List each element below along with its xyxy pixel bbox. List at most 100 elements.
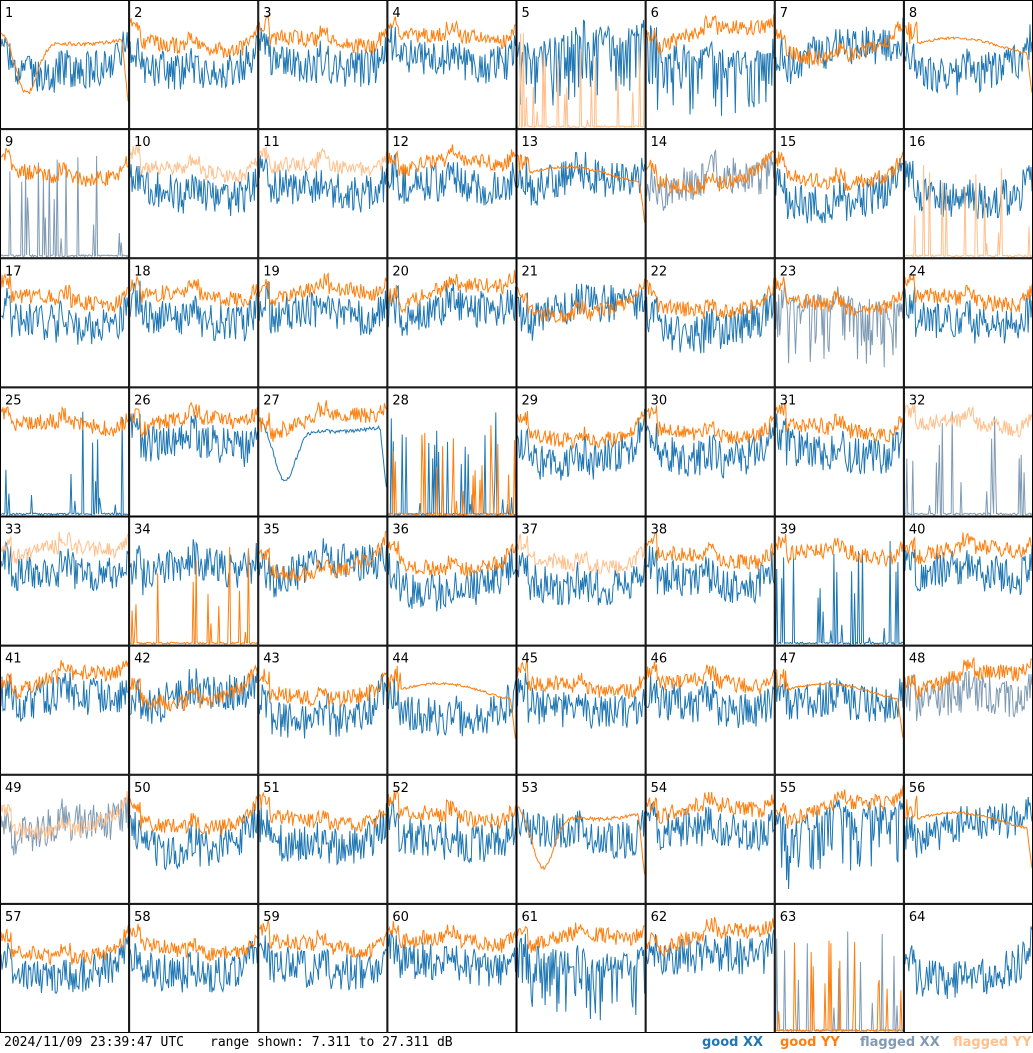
series-xx-panel-11 <box>258 155 387 213</box>
series-xx-panel-53 <box>517 807 646 860</box>
series-yy-panel-35 <box>258 531 387 582</box>
panel-label-10: 10 <box>134 135 151 150</box>
series-yy-panel-20 <box>387 269 516 314</box>
series-yy-panel-10 <box>129 144 258 183</box>
panel-18: 18 <box>129 258 259 388</box>
series-yy-panel-32 <box>904 403 1033 438</box>
panel-frame-5 <box>516 0 646 130</box>
panel-6: 6 <box>645 0 775 130</box>
series-yy-panel-14 <box>646 150 775 196</box>
series-xx-panel-49 <box>0 793 129 856</box>
series-yy-panel-56 <box>904 795 1033 869</box>
panel-label-25: 25 <box>5 393 22 408</box>
series-yy-panel-11 <box>258 146 387 177</box>
panel-label-19: 19 <box>263 264 280 279</box>
series-xx-panel-6 <box>646 25 775 116</box>
panel-52: 52 <box>387 774 517 904</box>
series-yy-panel-16 <box>904 164 1033 258</box>
series-yy-panel-13 <box>517 154 646 223</box>
series-yy-panel-26 <box>129 401 258 439</box>
panel-frame-42 <box>129 645 259 775</box>
series-xx-panel-56 <box>904 796 1033 858</box>
panel-64: 64 <box>903 903 1033 1033</box>
panel-label-58: 58 <box>134 910 151 925</box>
panel-7: 7 <box>774 0 904 130</box>
panel-27: 27 <box>258 387 388 517</box>
panel-frame-36 <box>387 516 517 646</box>
series-xx-panel-64 <box>904 926 1033 999</box>
panel-label-29: 29 <box>522 393 539 408</box>
panel-55: 55 <box>774 774 904 904</box>
panel-label-49: 49 <box>5 781 22 796</box>
panel-frame-4 <box>387 0 517 130</box>
series-xx-panel-43 <box>258 673 387 739</box>
panel-15: 15 <box>774 129 904 259</box>
panel-label-1: 1 <box>5 6 13 21</box>
panel-3: 3 <box>258 0 388 130</box>
panel-10: 10 <box>129 129 259 259</box>
series-yy-panel-17 <box>0 273 129 313</box>
panel-frame-53 <box>516 774 646 904</box>
panel-26: 26 <box>129 387 259 517</box>
series-yy-panel-27 <box>258 400 387 442</box>
panel-frame-12 <box>387 129 517 259</box>
panel-35: 35 <box>258 516 388 646</box>
series-xx-panel-60 <box>387 931 516 987</box>
series-yy-panel-34 <box>129 546 258 646</box>
panel-label-50: 50 <box>134 781 151 796</box>
series-xx-panel-8 <box>904 24 1033 96</box>
panel-label-2: 2 <box>134 6 142 21</box>
panel-37: 37 <box>516 516 646 646</box>
panel-frame-50 <box>129 774 259 904</box>
panel-label-54: 54 <box>651 781 668 796</box>
series-yy-panel-37 <box>517 533 646 576</box>
panel-label-41: 41 <box>5 652 22 667</box>
series-yy-panel-28 <box>388 425 516 517</box>
panel-frame-11 <box>258 129 388 259</box>
series-yy-panel-5 <box>517 26 646 129</box>
series-yy-panel-33 <box>0 531 129 565</box>
panel-frame-30 <box>645 387 775 517</box>
panel-11: 11 <box>258 129 388 259</box>
panel-frame-52 <box>387 774 517 904</box>
panel-63: 63 <box>774 903 904 1033</box>
panel-frame-10 <box>129 129 259 259</box>
series-yy-panel-59 <box>258 920 387 960</box>
panel-frame-41 <box>0 645 130 775</box>
panel-54: 54 <box>645 774 775 904</box>
series-xx-panel-59 <box>258 935 387 991</box>
series-yy-panel-54 <box>646 791 775 824</box>
panel-frame-1 <box>0 0 130 130</box>
panel-frame-17 <box>0 258 130 388</box>
panel-9: 9 <box>0 129 130 259</box>
series-yy-panel-2 <box>129 18 258 58</box>
panel-14: 14 <box>645 129 775 259</box>
panel-5: 5 <box>516 0 646 130</box>
panel-45: 45 <box>516 645 646 775</box>
panel-label-3: 3 <box>263 6 271 21</box>
series-yy-panel-39 <box>775 533 904 568</box>
panel-53: 53 <box>516 774 646 904</box>
panel-frame-9 <box>0 129 130 259</box>
panel-frame-61 <box>516 903 646 1033</box>
panel-label-35: 35 <box>263 523 280 538</box>
series-xx-panel-19 <box>258 281 387 336</box>
panel-frame-35 <box>258 516 388 646</box>
panel-frame-29 <box>516 387 646 517</box>
series-xx-panel-52 <box>387 800 516 864</box>
series-xx-panel-30 <box>646 422 775 479</box>
series-yy-panel-48 <box>904 656 1033 700</box>
panel-label-23: 23 <box>780 264 797 279</box>
series-yy-panel-31 <box>775 402 904 443</box>
series-yy-panel-55 <box>775 785 904 829</box>
panel-frame-38 <box>645 516 775 646</box>
panel-label-53: 53 <box>522 781 539 796</box>
series-xx-panel-9 <box>0 155 129 258</box>
panel-label-17: 17 <box>5 264 22 279</box>
panel-label-12: 12 <box>392 135 409 150</box>
panel-label-59: 59 <box>263 910 280 925</box>
panel-label-22: 22 <box>651 264 668 279</box>
panel-label-6: 6 <box>651 6 659 21</box>
series-yy-panel-51 <box>259 791 387 833</box>
panel-label-37: 37 <box>522 523 539 538</box>
